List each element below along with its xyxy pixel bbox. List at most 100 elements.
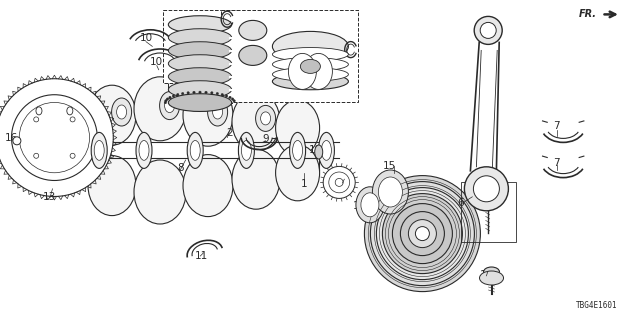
Ellipse shape xyxy=(136,132,152,168)
Ellipse shape xyxy=(273,48,348,61)
Ellipse shape xyxy=(378,177,403,207)
Bar xyxy=(461,182,516,243)
Circle shape xyxy=(193,91,195,93)
Circle shape xyxy=(408,220,436,248)
Ellipse shape xyxy=(321,140,332,160)
Ellipse shape xyxy=(164,99,175,113)
Ellipse shape xyxy=(168,94,232,111)
Ellipse shape xyxy=(168,68,232,85)
Ellipse shape xyxy=(183,155,233,217)
Circle shape xyxy=(233,100,236,102)
Circle shape xyxy=(19,102,90,173)
Circle shape xyxy=(323,166,355,198)
Ellipse shape xyxy=(111,98,132,126)
Ellipse shape xyxy=(474,176,499,202)
Ellipse shape xyxy=(190,140,200,160)
Text: 18: 18 xyxy=(309,145,322,156)
Circle shape xyxy=(205,91,207,93)
Ellipse shape xyxy=(159,92,180,120)
Circle shape xyxy=(216,92,218,95)
Circle shape xyxy=(187,92,189,94)
Text: 5: 5 xyxy=(478,172,484,183)
Circle shape xyxy=(335,179,343,186)
Bar xyxy=(163,10,237,83)
Ellipse shape xyxy=(92,132,108,168)
Ellipse shape xyxy=(305,53,332,89)
Ellipse shape xyxy=(207,98,228,126)
Ellipse shape xyxy=(273,68,348,81)
Circle shape xyxy=(392,204,452,264)
Circle shape xyxy=(70,153,75,158)
Ellipse shape xyxy=(273,58,348,71)
Ellipse shape xyxy=(255,105,276,132)
Circle shape xyxy=(383,194,463,274)
Circle shape xyxy=(12,95,97,180)
Text: 17: 17 xyxy=(480,270,493,280)
Text: FR.: FR. xyxy=(579,9,596,20)
Circle shape xyxy=(177,93,179,96)
Bar xyxy=(484,193,492,198)
Ellipse shape xyxy=(315,145,323,159)
Ellipse shape xyxy=(241,140,252,160)
Text: 4: 4 xyxy=(346,51,352,61)
Ellipse shape xyxy=(94,140,104,160)
Text: 4: 4 xyxy=(234,14,240,24)
Text: 7: 7 xyxy=(554,121,560,132)
Circle shape xyxy=(34,153,38,158)
Text: 1: 1 xyxy=(301,179,307,189)
Text: 3: 3 xyxy=(262,30,269,40)
Circle shape xyxy=(199,91,201,93)
Circle shape xyxy=(166,98,169,100)
Ellipse shape xyxy=(372,170,408,214)
Circle shape xyxy=(172,95,175,97)
Ellipse shape xyxy=(276,100,319,156)
Bar xyxy=(221,10,358,102)
Ellipse shape xyxy=(168,81,232,99)
Ellipse shape xyxy=(116,105,127,119)
Circle shape xyxy=(415,227,429,241)
Text: 10: 10 xyxy=(140,33,152,44)
Ellipse shape xyxy=(168,29,232,46)
Ellipse shape xyxy=(67,107,73,115)
Circle shape xyxy=(371,182,474,286)
Ellipse shape xyxy=(188,132,204,168)
Ellipse shape xyxy=(484,267,500,277)
Ellipse shape xyxy=(168,42,232,60)
Text: 16: 16 xyxy=(5,132,18,143)
Ellipse shape xyxy=(168,55,232,72)
Ellipse shape xyxy=(289,53,316,89)
Ellipse shape xyxy=(273,31,348,61)
Text: 15: 15 xyxy=(383,161,396,172)
Circle shape xyxy=(231,98,234,100)
Circle shape xyxy=(164,100,167,102)
Ellipse shape xyxy=(239,20,267,40)
Circle shape xyxy=(164,101,166,104)
Circle shape xyxy=(211,92,213,94)
Ellipse shape xyxy=(36,107,42,115)
Circle shape xyxy=(70,117,75,122)
Text: TBG4E1601: TBG4E1601 xyxy=(576,301,618,310)
Text: 13: 13 xyxy=(44,192,56,202)
Ellipse shape xyxy=(168,16,232,34)
Text: 10: 10 xyxy=(150,57,163,68)
Ellipse shape xyxy=(232,149,280,209)
Text: 2: 2 xyxy=(226,128,232,138)
Circle shape xyxy=(229,96,231,99)
Ellipse shape xyxy=(134,77,186,141)
Ellipse shape xyxy=(239,132,255,168)
Ellipse shape xyxy=(356,187,384,223)
Text: 6: 6 xyxy=(458,198,464,208)
Ellipse shape xyxy=(479,271,504,285)
Circle shape xyxy=(364,176,481,292)
Circle shape xyxy=(0,79,113,196)
Ellipse shape xyxy=(88,85,136,145)
Circle shape xyxy=(221,93,223,96)
Circle shape xyxy=(34,117,38,122)
Ellipse shape xyxy=(239,45,267,65)
Ellipse shape xyxy=(232,92,280,152)
Circle shape xyxy=(376,188,468,280)
Text: 8: 8 xyxy=(177,163,184,173)
Ellipse shape xyxy=(183,84,233,146)
Circle shape xyxy=(401,212,444,256)
Ellipse shape xyxy=(474,16,502,44)
